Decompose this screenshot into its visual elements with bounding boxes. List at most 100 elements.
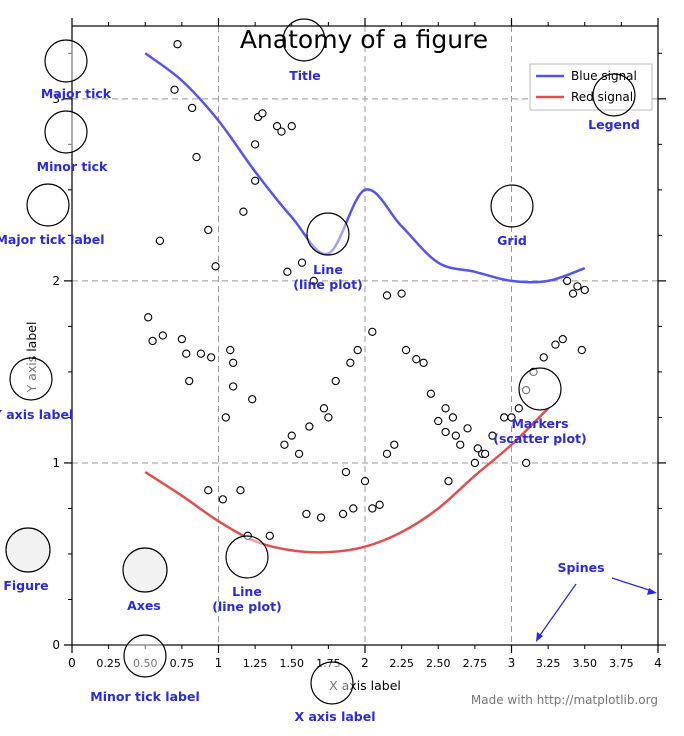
scatter-point [207,353,216,362]
x-major-tick-label: 3 [508,656,516,670]
y-major-tick-label: 3 [52,92,60,106]
label-major-tick-label: Major tick label [0,232,105,247]
circle-minor-tick [44,110,88,154]
label-minor-tick: Minor tick [37,159,108,174]
label-title: Title [289,68,321,83]
scatter-point [192,152,201,162]
scatter-point [488,431,497,440]
scatter-point [448,413,458,422]
scatter-point [144,313,153,322]
scatter-point [309,276,318,286]
scatter-point [426,389,436,398]
scatter-point [401,345,411,355]
x-major-tick-label: 0 [68,656,76,670]
x-minor-tick-label: 2.25 [389,657,414,670]
x-minor-tick-label: 3.75 [609,657,634,670]
circle-y-axis-label [9,357,53,401]
scatter-point [338,509,348,519]
scatter-point [514,404,523,413]
circle-minor-tick-label [123,634,167,678]
x-major-tick-label: 1 [215,656,223,670]
scatter-point [228,358,238,367]
scatter-point [397,289,406,298]
series-lines [144,52,586,554]
scatter-point [155,236,165,245]
scatter-point [577,345,586,355]
circle-grid [490,184,534,228]
scatter-point [368,504,377,513]
scatter-point [182,349,191,358]
circle-markers [518,367,562,411]
spine-arrowhead-bottom [536,632,543,642]
scatter-point [173,40,182,49]
annotation-labels: Major tick Minor tick Major tick label Y… [0,68,640,724]
x-minor-tick-label: 0.75 [170,657,195,670]
grid-lines [72,26,658,645]
label-figure: Figure [3,578,48,593]
scatter-point [283,267,292,276]
scatter-point [434,416,443,426]
label-x-axis-label: X axis label [295,709,376,724]
legend-label-red: Red signal [571,90,633,104]
scatter-point [456,440,465,449]
scatter-point [390,440,399,449]
circle-figure [5,527,51,573]
spine-arrow-bottom [537,583,577,639]
label-spines: Spines [557,560,604,575]
scatter-point [451,431,460,440]
scatter-point [341,467,351,477]
circle-line-red [225,535,269,579]
x-minor-tick-label: 3.25 [536,657,561,670]
scatter-point [441,427,450,437]
scatter-point [573,282,582,291]
scatter-point [412,355,421,364]
scatter-point [551,340,560,349]
credit-text: Made with http://matplotlib.org [471,693,658,707]
scatter-point [568,289,578,298]
circle-axes [122,547,168,593]
scatter-point [319,404,329,413]
scatter-point [463,424,472,433]
scatter-point [287,431,296,440]
scatter-point [196,349,206,358]
scatter-point [250,176,260,185]
scatter-point [563,276,572,286]
scatter-point [211,262,220,271]
scatter-point [185,376,194,386]
circle-x-axis-label [310,661,354,705]
spines-arrows [536,577,657,642]
chart-title: Anatomy of a figure [240,25,488,54]
circle-major-tick [44,39,88,83]
scatter-point [382,291,392,300]
annotation-circles [5,18,636,705]
scatter-point [441,404,450,413]
scatter-point [204,225,213,235]
scatter-point [316,513,326,522]
x-minor-tick-label: 0.25 [96,657,121,670]
scatter-point [221,413,230,422]
blue-signal-line [144,52,586,284]
x-minor-tick-label: 2.75 [463,657,488,670]
scatter-point [277,127,286,136]
legend: Blue signal Red signal [529,63,653,111]
scatter-point [580,285,589,295]
scatter-point [480,449,490,458]
scatter-point [349,504,358,513]
x-minor-tick-label: 1.25 [243,657,268,670]
y-major-tick-label: 1 [52,456,60,470]
circle-major-tick-label [26,183,70,227]
label-line-red-1: Line [232,584,262,599]
scatter-point [158,331,167,340]
axis-ticks: 0 1 2 3 4 0.25 0.50 0.75 1.25 1.50 1.75 2.25 2.50 2.7… [52,18,666,670]
scatter-point [470,458,480,468]
label-line-red-2: (line plot) [212,599,282,614]
x-minor-tick-label: 2.50 [426,657,451,670]
scatter-point [187,103,197,113]
scatter-point [287,121,296,131]
scatter-point [236,486,245,495]
scatter-point [522,458,531,468]
scatter-point [228,382,238,391]
y-major-tick-label: 0 [52,638,60,652]
scatter-point [250,140,260,149]
